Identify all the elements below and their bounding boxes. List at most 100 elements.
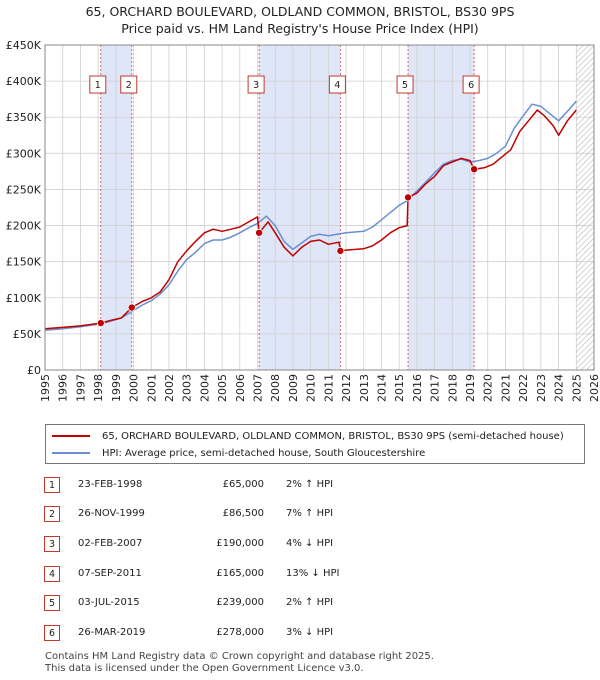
footer-line-1: Contains HM Land Registry data © Crown c… bbox=[45, 651, 434, 662]
y-tick-label: £350K bbox=[6, 111, 42, 124]
x-tick-label: 2023 bbox=[535, 374, 548, 402]
x-tick-label: 2024 bbox=[553, 374, 566, 402]
sale-price: £190,000 bbox=[216, 538, 264, 549]
sale-hpi-diff: 2% ↑ HPI bbox=[286, 479, 334, 490]
shaded-periods bbox=[100, 45, 475, 370]
table-row: 5 03-JUL-2015 £239,000 2% ↑ HPI bbox=[0, 595, 600, 615]
x-tick-label: 2003 bbox=[181, 374, 194, 402]
x-tick-label: 2015 bbox=[393, 374, 406, 402]
sale-label-box bbox=[120, 75, 138, 94]
x-tick-label: 2005 bbox=[216, 374, 229, 402]
sale-label-box bbox=[328, 75, 346, 94]
sale-label-text: 3 bbox=[253, 80, 259, 91]
price-paid-line bbox=[44, 109, 577, 330]
sale-number-badge: 5 bbox=[44, 595, 60, 611]
sale-date: 23-FEB-1998 bbox=[78, 479, 143, 490]
y-tick-label: £50K bbox=[13, 328, 42, 341]
x-tick-label: 2007 bbox=[252, 374, 265, 402]
sale-label-box bbox=[89, 75, 107, 94]
sale-point bbox=[255, 228, 264, 237]
sale-label-text: 1 bbox=[95, 80, 101, 91]
chart-title: 65, ORCHARD BOULEVARD, OLDLAND COMMON, B… bbox=[85, 4, 515, 19]
sale-number-badge: 2 bbox=[44, 506, 60, 522]
y-tick-label: £250K bbox=[6, 183, 42, 196]
sale-point bbox=[470, 165, 479, 174]
x-tick-label: 2017 bbox=[429, 374, 442, 402]
y-tick-label: £150K bbox=[6, 256, 42, 269]
x-tick-label: 1997 bbox=[74, 374, 87, 402]
x-tick-label: 2010 bbox=[305, 374, 318, 402]
sale-number-badge: 1 bbox=[44, 477, 60, 493]
legend-label-hpi: HPI: Average price, semi-detached house,… bbox=[102, 447, 426, 459]
sale-price: £65,000 bbox=[222, 479, 264, 490]
x-tick-label: 1996 bbox=[57, 374, 70, 402]
plot-frame bbox=[44, 44, 595, 371]
x-tick-label: 2019 bbox=[464, 374, 477, 402]
x-tick-label: 2008 bbox=[269, 374, 282, 402]
y-tick-label: £100K bbox=[6, 292, 42, 305]
series-lines bbox=[44, 100, 577, 332]
x-tick-label: 2018 bbox=[446, 374, 459, 402]
legend: 65, ORCHARD BOULEVARD, OLDLAND COMMON, B… bbox=[45, 424, 585, 464]
hatched-region bbox=[576, 45, 594, 370]
x-tick-label: 2004 bbox=[198, 374, 211, 402]
table-row: 6 26-MAR-2019 £278,000 3% ↓ HPI bbox=[0, 625, 600, 645]
chart-subtitle: Price paid vs. HM Land Registry's House … bbox=[121, 21, 479, 36]
y-tick-label: £200K bbox=[6, 220, 42, 233]
table-row: 2 26-NOV-1999 £86,500 7% ↑ HPI bbox=[0, 506, 600, 526]
shaded-period bbox=[100, 45, 132, 370]
x-tick-label: 1999 bbox=[110, 374, 123, 402]
x-tick-label: 2011 bbox=[322, 374, 335, 402]
sale-number-badge: 4 bbox=[44, 566, 60, 582]
sale-point bbox=[336, 246, 345, 255]
legend-item-price: 65, ORCHARD BOULEVARD, OLDLAND COMMON, B… bbox=[52, 429, 564, 443]
sale-number-badge: 3 bbox=[44, 536, 60, 552]
x-tick-label: 2001 bbox=[145, 374, 158, 402]
shaded-period bbox=[259, 45, 341, 370]
table-row: 1 23-FEB-1998 £65,000 2% ↑ HPI bbox=[0, 477, 600, 497]
y-tick-label: £0 bbox=[27, 364, 41, 377]
sale-label-box bbox=[462, 75, 480, 94]
x-tick-label: 2021 bbox=[499, 374, 512, 402]
axes: £0 £50K £100K £150K £200K £250K £300K £350K £400… bbox=[6, 39, 600, 402]
x-tick-label: 1995 bbox=[39, 374, 52, 402]
y-tick-label: £300K bbox=[6, 147, 42, 160]
x-tick-label: 2025 bbox=[570, 374, 583, 402]
sale-hpi-diff: 2% ↑ HPI bbox=[286, 597, 334, 608]
x-tick-label: 2014 bbox=[375, 374, 388, 402]
sale-price: £86,500 bbox=[222, 508, 264, 519]
sale-date: 26-NOV-1999 bbox=[78, 508, 145, 519]
legend-label-price: 65, ORCHARD BOULEVARD, OLDLAND COMMON, B… bbox=[102, 430, 564, 442]
x-tick-label: 2020 bbox=[482, 374, 495, 402]
x-tick-label: 2002 bbox=[163, 374, 176, 402]
hpi-line bbox=[44, 100, 577, 332]
sale-hpi-diff: 3% ↓ HPI bbox=[286, 627, 334, 638]
shaded-period bbox=[408, 45, 475, 370]
sale-price: £165,000 bbox=[216, 568, 264, 579]
x-tick-label: 2013 bbox=[358, 374, 371, 402]
x-tick-label: 2000 bbox=[128, 374, 141, 402]
footer: Contains HM Land Registry data © Crown c… bbox=[45, 651, 434, 674]
forecast-hatch bbox=[576, 45, 594, 370]
sale-date: 02-FEB-2007 bbox=[78, 538, 143, 549]
x-tick-label: 2012 bbox=[340, 374, 353, 402]
sale-point bbox=[127, 303, 136, 312]
sale-labels: 1 2 3 4 5 6 bbox=[89, 75, 480, 94]
x-tick-label: 2016 bbox=[411, 374, 424, 402]
x-tick-label: 2006 bbox=[234, 374, 247, 402]
sale-hpi-diff: 7% ↑ HPI bbox=[286, 508, 334, 519]
footer-line-2: This data is licensed under the Open Gov… bbox=[45, 662, 364, 674]
legend-swatch-price bbox=[52, 435, 90, 437]
sale-hpi-diff: 13% ↓ HPI bbox=[286, 568, 340, 579]
sale-date: 07-SEP-2011 bbox=[78, 568, 142, 579]
sale-label-text: 5 bbox=[402, 80, 408, 91]
price-chart: 1 2 3 4 5 6 £0 £50K £100K £150K £200K £250K £300K £3… bbox=[6, 39, 600, 402]
sale-label-text: 6 bbox=[468, 80, 474, 91]
x-tick-label: 2009 bbox=[287, 374, 300, 402]
legend-swatch-hpi bbox=[52, 452, 90, 454]
y-tick-label: £400K bbox=[6, 75, 42, 88]
sale-hpi-diff: 4% ↓ HPI bbox=[286, 538, 334, 549]
sale-point bbox=[404, 193, 413, 202]
sale-label-box bbox=[396, 75, 414, 94]
sale-price: £239,000 bbox=[216, 597, 264, 608]
